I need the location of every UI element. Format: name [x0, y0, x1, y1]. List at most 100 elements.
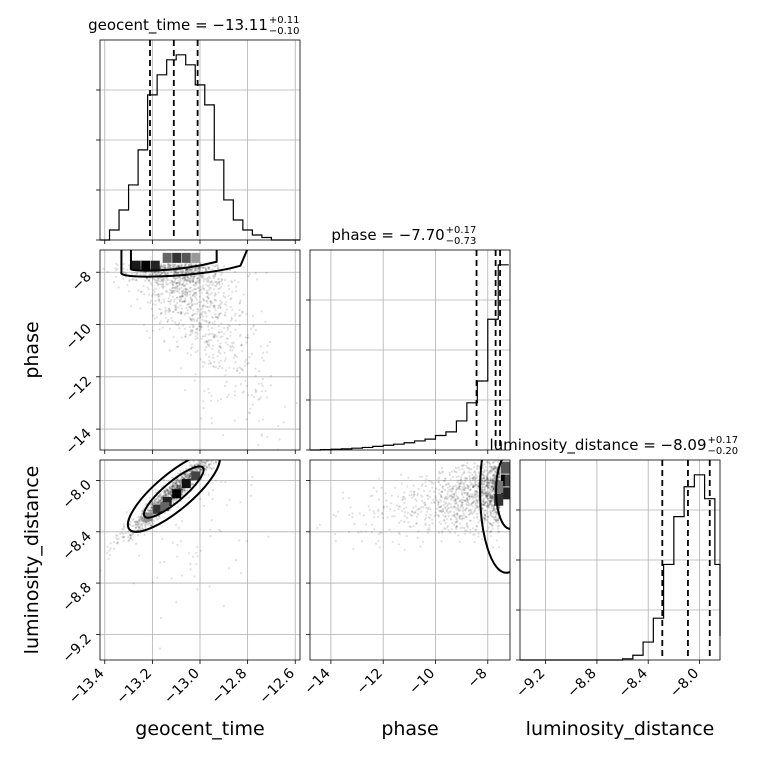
scatter-point	[257, 382, 261, 385]
scatter-point	[140, 518, 143, 521]
scatter-point	[458, 485, 461, 488]
scatter-point	[171, 286, 174, 290]
scatter-point	[453, 510, 456, 514]
scatter-point	[205, 315, 208, 318]
scatter-point	[171, 282, 174, 285]
scatter-point	[403, 491, 406, 494]
scatter-point	[209, 457, 211, 459]
scatter-point	[441, 490, 444, 493]
scatter-point	[487, 506, 490, 509]
scatter-point	[489, 465, 492, 468]
scatter-point	[245, 384, 248, 387]
scatter-point	[116, 542, 119, 545]
scatter-point	[207, 333, 210, 336]
scatter-point	[127, 531, 130, 534]
scatter-point	[425, 506, 428, 510]
scatter-point	[182, 488, 185, 491]
scatter-point	[184, 473, 187, 476]
scatter-point	[478, 519, 481, 522]
scatter-point	[492, 508, 495, 511]
scatter-point	[466, 498, 469, 501]
scatter-point	[187, 269, 190, 272]
scatter-point	[204, 267, 207, 270]
scatter-point	[195, 331, 198, 334]
scatter-point	[184, 472, 187, 475]
scatter-point	[189, 562, 192, 566]
scatter-point	[468, 489, 471, 492]
scatter-point	[476, 467, 479, 470]
scatter-point	[337, 510, 340, 513]
scatter-point	[416, 536, 419, 539]
scatter-point	[421, 482, 424, 486]
scatter-point	[166, 320, 169, 323]
scatter-point	[188, 473, 191, 476]
scatter-point	[254, 367, 257, 370]
scatter-point	[153, 271, 156, 274]
scatter-point	[181, 492, 184, 495]
density-cell	[160, 502, 170, 512]
scatter-point	[461, 526, 464, 529]
scatter-point	[362, 514, 365, 517]
scatter-point	[144, 279, 147, 282]
scatter-point	[231, 308, 234, 311]
scatter-point	[177, 265, 180, 268]
scatter-point	[196, 468, 199, 471]
scatter-point	[204, 333, 207, 336]
scatter-point	[155, 500, 158, 503]
scatter-point	[417, 507, 420, 510]
scatter-point	[488, 461, 491, 464]
scatter-point	[161, 326, 164, 329]
scatter-point	[481, 503, 484, 506]
scatter-point	[180, 270, 183, 273]
scatter-point	[202, 464, 205, 467]
scatter-point	[183, 276, 186, 279]
scatter-point	[428, 526, 431, 530]
scatter-point	[485, 477, 488, 480]
scatter-point	[456, 503, 460, 506]
scatter-point	[455, 467, 458, 470]
scatter-point	[484, 509, 487, 512]
scatter-point	[439, 505, 442, 508]
scatter-point	[169, 489, 172, 492]
x-tick-label: −13.4	[66, 665, 108, 707]
scatter-point	[467, 486, 470, 489]
scatter-point	[224, 357, 227, 360]
scatter-point	[489, 488, 492, 491]
scatter-point	[201, 266, 205, 269]
scatter-point	[208, 332, 212, 336]
scatter-point	[497, 475, 500, 479]
scatter-point	[210, 467, 213, 470]
scatter-point	[490, 513, 493, 517]
scatter-point	[487, 504, 490, 507]
scatter-point	[449, 518, 452, 521]
scatter-point	[180, 264, 183, 267]
scatter-point	[139, 516, 142, 519]
scatter-point	[165, 490, 169, 493]
scatter-point	[458, 500, 461, 503]
scatter-point	[178, 327, 181, 330]
scatter-point	[254, 388, 257, 391]
scatter-point	[198, 266, 201, 269]
scatter-point	[485, 484, 488, 487]
scatter-point	[406, 511, 409, 514]
scatter-point	[249, 494, 252, 497]
scatter-point	[212, 452, 214, 454]
scatter-point	[461, 493, 464, 496]
scatter-point	[199, 316, 202, 319]
scatter-point	[186, 276, 189, 279]
scatter-point	[466, 487, 470, 490]
scatter-point	[492, 504, 495, 507]
scatter-point	[468, 468, 471, 471]
scatter-point	[163, 495, 166, 498]
scatter-point	[459, 480, 462, 483]
scatter-point	[219, 306, 222, 309]
scatter-point	[188, 277, 191, 280]
scatter-point	[150, 506, 153, 509]
scatter-point	[168, 492, 171, 495]
scatter-point	[481, 491, 484, 494]
scatter-point	[462, 463, 465, 467]
scatter-point	[210, 460, 213, 463]
scatter-point	[186, 270, 189, 273]
scatter-point	[184, 389, 187, 392]
scatter-point	[184, 276, 187, 279]
